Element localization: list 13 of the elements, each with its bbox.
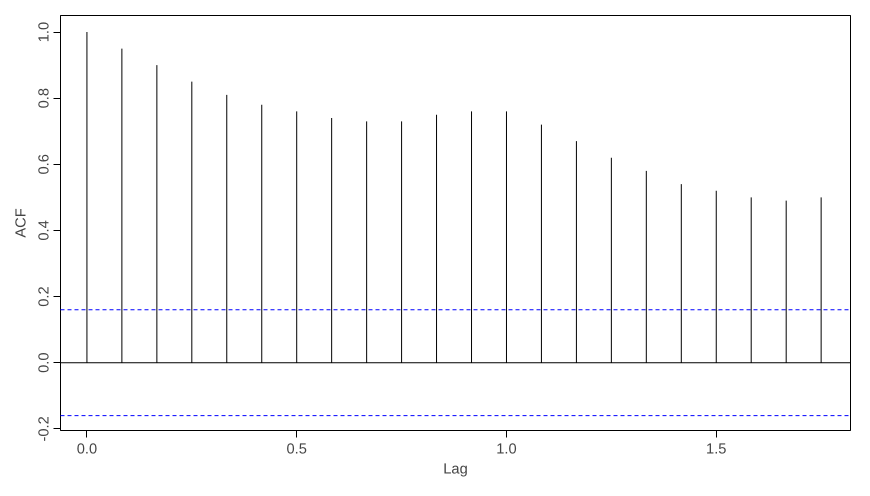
x-tick-label: 0.5 [286,442,307,458]
y-tick-label: 0.8 [36,88,52,108]
y-tick-label: 1.0 [36,22,52,42]
x-tick-label: 1.0 [496,442,517,458]
y-axis-title: ACF [14,208,30,238]
y-tick-label: 0.4 [36,220,52,241]
y-tick-label: 0.6 [36,154,52,174]
x-tick-label: 0.0 [76,442,98,458]
x-tick-label: 1.5 [706,442,726,458]
y-tick-label: 0.0 [36,352,52,373]
y-tick-label: -0.2 [36,416,52,442]
x-axis-title: Lag [443,462,468,478]
y-tick-label: 0.2 [36,286,52,307]
